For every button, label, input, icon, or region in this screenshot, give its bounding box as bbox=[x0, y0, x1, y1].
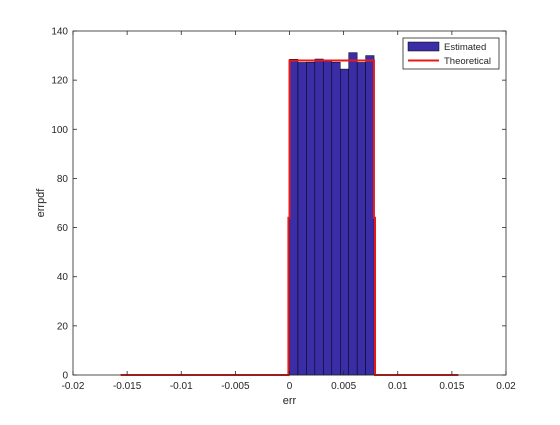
x-tick-label: -0.005 bbox=[221, 381, 250, 392]
y-tick-label: 100 bbox=[51, 125, 68, 136]
x-tick-label: -0.02 bbox=[62, 381, 85, 392]
histogram-bar bbox=[314, 58, 324, 376]
x-tick-label: 0.005 bbox=[331, 381, 356, 392]
histogram-bar bbox=[339, 68, 349, 376]
x-tick-label: -0.015 bbox=[113, 381, 142, 392]
histogram-bar bbox=[306, 61, 316, 376]
axis-ticks: -0.02 -0.015 -0.01 -0.005 0 0.005 0.01 0.015 0.0… bbox=[51, 27, 516, 393]
histogram-bar bbox=[356, 62, 366, 376]
y-tick-label: 80 bbox=[57, 174, 69, 185]
y-tick-label: 20 bbox=[57, 321, 69, 332]
x-tick-label: 0 bbox=[287, 381, 293, 392]
theoretical-line bbox=[120, 59, 459, 376]
x-tick-label: -0.01 bbox=[170, 381, 193, 392]
y-tick-label: 0 bbox=[62, 371, 68, 382]
estimated-bars bbox=[289, 52, 375, 376]
legend-label-estimated: Estimated bbox=[444, 42, 486, 53]
histogram-bar bbox=[323, 60, 333, 376]
theoretical-line-layer bbox=[120, 59, 459, 376]
y-tick-label: 120 bbox=[51, 76, 68, 87]
legend-swatch-estimated bbox=[407, 41, 440, 52]
histogram-bar bbox=[331, 61, 341, 376]
y-axis-label: errpdf bbox=[35, 188, 47, 218]
legend: Estimated Theoretical bbox=[402, 37, 500, 70]
x-tick-label: 0.015 bbox=[439, 381, 464, 392]
y-tick-label: 40 bbox=[57, 272, 69, 283]
x-tick-label: 0.02 bbox=[496, 381, 516, 392]
x-axis-label: err bbox=[283, 395, 297, 407]
legend-label-theoretical: Theoretical bbox=[444, 56, 491, 67]
histogram-bar bbox=[365, 55, 375, 376]
histogram-bar bbox=[297, 62, 307, 376]
histogram-bar bbox=[289, 59, 299, 376]
y-tick-label: 140 bbox=[51, 27, 68, 38]
histogram-bar bbox=[348, 52, 358, 376]
y-tick-label: 60 bbox=[57, 223, 69, 234]
x-tick-label: 0.01 bbox=[388, 381, 408, 392]
